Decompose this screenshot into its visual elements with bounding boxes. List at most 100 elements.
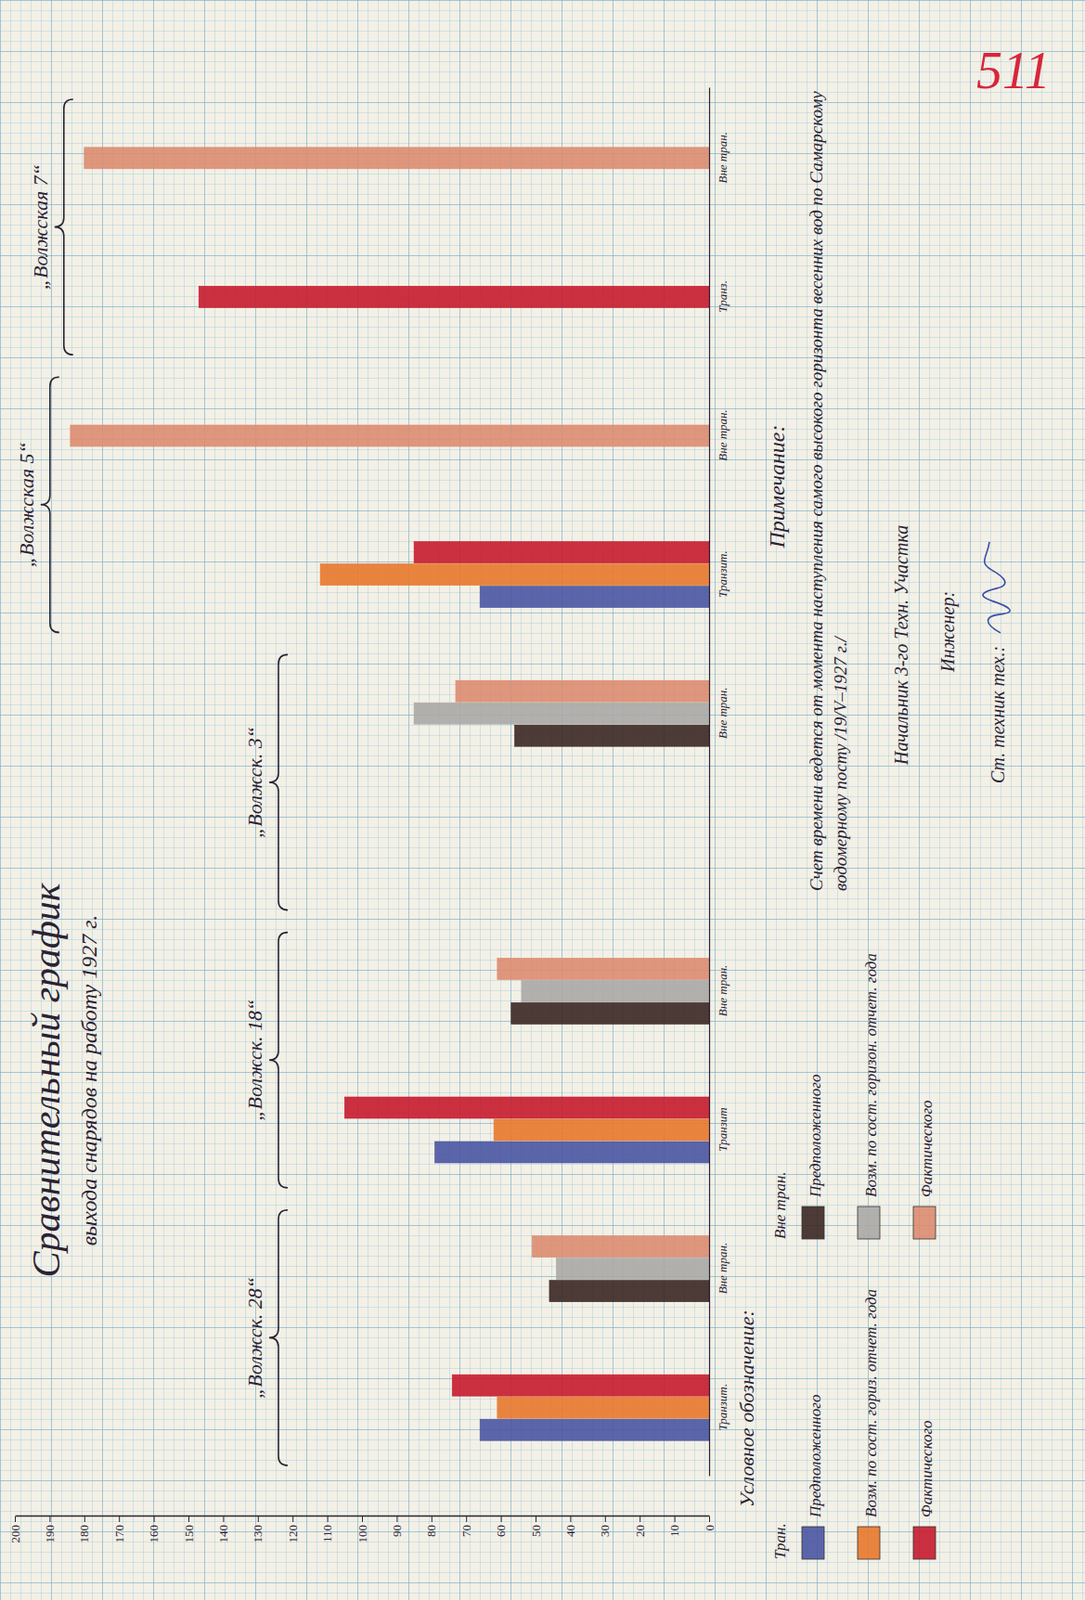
tick-label: 20 xyxy=(632,1524,647,1538)
y-tick: 10 xyxy=(667,1516,682,1538)
legend-swatch xyxy=(913,1526,936,1560)
legend-swatch xyxy=(913,1206,936,1240)
y-tick: 200 xyxy=(8,1516,23,1544)
group-brace xyxy=(40,376,60,633)
bar xyxy=(413,542,710,564)
bars xyxy=(70,147,710,1441)
tick-label: Транзит. xyxy=(715,1383,730,1432)
tick-mark xyxy=(118,1516,120,1523)
tick-label: 40 xyxy=(563,1524,578,1538)
tick-label: 130 xyxy=(250,1524,265,1544)
tick-mark xyxy=(535,1516,537,1523)
signature-line: Начальник 3-го Техн. Участка xyxy=(891,525,912,766)
legend-label: Фактического xyxy=(917,1099,936,1198)
text-line: водомерному посту /19/V–1927 г./ xyxy=(830,635,851,892)
tick-label: 10 xyxy=(667,1524,682,1538)
y-tick: 0 xyxy=(702,1516,717,1532)
y-tick: 120 xyxy=(285,1516,300,1544)
tick-mark xyxy=(396,1516,398,1523)
y-tick: 190 xyxy=(42,1516,57,1544)
legend-group: Тран. xyxy=(771,1523,789,1560)
group-label: „Волжск. 3“ xyxy=(243,726,267,839)
legend-label: Предположенного xyxy=(806,1074,825,1199)
bar xyxy=(198,285,710,308)
x-tick: Вне тран. xyxy=(709,131,730,184)
text-line: Счет времени ведется от момента наступле… xyxy=(806,90,827,892)
tick-label: Вне тран. xyxy=(715,1242,730,1295)
group-brace xyxy=(269,932,288,1189)
tick-label: 50 xyxy=(529,1524,543,1538)
bar xyxy=(515,724,710,747)
legend-swatch xyxy=(857,1526,880,1560)
legend-label: Возм. по сост. горизон. отчет. года xyxy=(862,953,880,1198)
tick-mark xyxy=(569,1516,571,1523)
tick-mark xyxy=(709,1516,711,1523)
title: Сравнительный график xyxy=(25,882,68,1278)
group-label: „Волжская 5“ xyxy=(14,441,39,568)
bar xyxy=(549,1280,710,1303)
bar xyxy=(452,1374,710,1396)
tick-mark xyxy=(605,1516,607,1523)
tick-label: 200 xyxy=(8,1524,23,1544)
bar xyxy=(455,680,710,702)
tick-mark xyxy=(327,1516,329,1523)
tick-label: Вне тран. xyxy=(715,409,730,462)
tick-mark xyxy=(465,1516,467,1523)
x-tick: Вне тран. xyxy=(709,1242,730,1295)
signature-line: Инженер: xyxy=(937,591,959,673)
bar xyxy=(479,586,710,608)
y-tick: 100 xyxy=(355,1516,370,1544)
chart-sheet: 0102030405060708090100110120130140150160… xyxy=(8,88,1010,1561)
y-tick: 80 xyxy=(424,1516,439,1538)
legend-swatch xyxy=(857,1206,880,1240)
y-tick: 140 xyxy=(216,1516,231,1544)
x-tick: Транз. xyxy=(709,280,730,313)
tick-mark xyxy=(639,1516,641,1523)
tick-label: 170 xyxy=(112,1524,127,1544)
legend-group: Вне тран. xyxy=(771,1171,789,1240)
legend-title: Условное обозначение: xyxy=(735,1309,759,1508)
text-line: Фактического xyxy=(917,1420,936,1518)
tick-label: 180 xyxy=(77,1524,91,1544)
tick-label: 190 xyxy=(42,1524,57,1544)
signature xyxy=(982,542,1010,633)
bar xyxy=(511,1002,710,1024)
bar xyxy=(497,1396,710,1419)
legend-swatch xyxy=(801,1206,825,1240)
note-title: Примечание: xyxy=(764,425,789,550)
y-tick: 60 xyxy=(493,1516,508,1538)
tick-label: 60 xyxy=(493,1524,508,1538)
bar xyxy=(555,1258,710,1280)
y-tick: 20 xyxy=(632,1516,647,1538)
y-tick: 40 xyxy=(563,1516,578,1538)
tick-label: 120 xyxy=(285,1524,300,1544)
bar xyxy=(521,980,710,1002)
bar xyxy=(531,1236,710,1258)
tick-label: Вне тран. xyxy=(715,965,730,1018)
chart-page: 0102030405060708090100110120130140150160… xyxy=(0,0,1085,1600)
tick-mark xyxy=(361,1516,363,1523)
bar xyxy=(413,702,710,724)
legend: Условное обозначение: Тран. Предположенног… xyxy=(735,953,936,1560)
bar xyxy=(497,957,710,980)
tick-mark xyxy=(501,1516,503,1523)
x-tick: Транзит. xyxy=(709,1383,730,1432)
tick-mark xyxy=(188,1516,190,1523)
group-brace xyxy=(269,654,288,910)
tick-label: 30 xyxy=(597,1524,612,1538)
tick-mark xyxy=(14,1516,16,1523)
tick-mark xyxy=(431,1516,433,1523)
tick-label: Вне тран. xyxy=(715,131,730,184)
y-tick: 90 xyxy=(389,1516,404,1538)
y-tick: 110 xyxy=(320,1516,335,1543)
x-tick: Вне тран. xyxy=(709,409,730,462)
text-line: Возм. по сост. горизон. отчет. года xyxy=(862,953,880,1198)
bar xyxy=(344,1097,710,1119)
y-tick: 150 xyxy=(181,1516,196,1544)
x-tick: Вне тран. xyxy=(709,965,730,1018)
tick-label: 160 xyxy=(146,1524,161,1544)
legend-swatch xyxy=(801,1526,825,1560)
group-label: „Волжск. 28“ xyxy=(243,1277,267,1399)
tick-label: 90 xyxy=(389,1524,404,1538)
y-tick: 50 xyxy=(529,1516,543,1538)
